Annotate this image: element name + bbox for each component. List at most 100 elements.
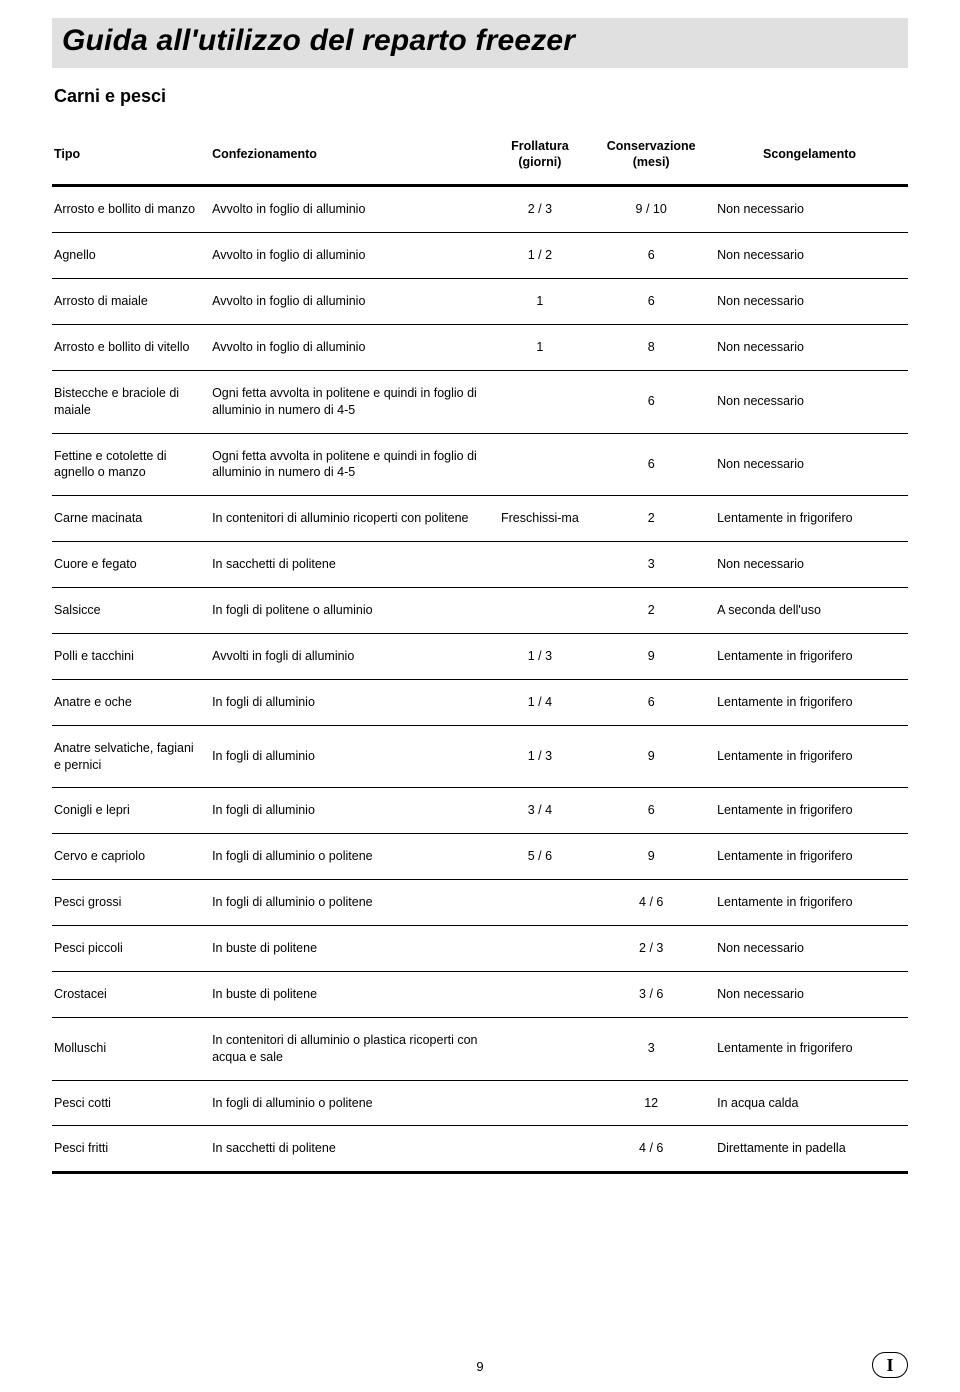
- table-header: Tipo Confezionamento Frollatura (giorni)…: [52, 129, 908, 186]
- cell-aging: 1 / 3: [489, 633, 592, 679]
- cell-aging: 5 / 6: [489, 834, 592, 880]
- cell-packaging: In fogli di alluminio o politene: [206, 834, 488, 880]
- cell-storage: 9: [591, 633, 711, 679]
- table-row: Pesci frittiIn sacchetti di politene4 / …: [52, 1126, 908, 1173]
- table-row: Fettine e cotolette di agnello o manzoOg…: [52, 433, 908, 496]
- cell-aging: [489, 370, 592, 433]
- cell-storage: 6: [591, 233, 711, 279]
- table-row: MolluschiIn contenitori di alluminio o p…: [52, 1017, 908, 1080]
- table-row: Carne macinataIn contenitori di allumini…: [52, 496, 908, 542]
- cell-aging: [489, 971, 592, 1017]
- cell-packaging: Ogni fetta avvolta in politene e quindi …: [206, 370, 488, 433]
- cell-packaging: Avvolti in fogli di alluminio: [206, 633, 488, 679]
- cell-thaw: Lentamente in frigorifero: [711, 788, 908, 834]
- cell-type: Crostacei: [52, 971, 206, 1017]
- cell-thaw: Non necessario: [711, 971, 908, 1017]
- cell-storage: 2: [591, 496, 711, 542]
- cell-type: Cervo e capriolo: [52, 834, 206, 880]
- cell-storage: 9: [591, 725, 711, 788]
- table-row: Conigli e lepriIn fogli di alluminio3 / …: [52, 788, 908, 834]
- cell-packaging: In fogli di alluminio o politene: [206, 1080, 488, 1126]
- cell-type: Pesci piccoli: [52, 926, 206, 972]
- table-row: Cervo e caprioloIn fogli di alluminio o …: [52, 834, 908, 880]
- cell-storage: 12: [591, 1080, 711, 1126]
- cell-aging: 1: [489, 324, 592, 370]
- header-type: Tipo: [52, 129, 206, 186]
- cell-type: Anatre selvatiche, fagiani e pernici: [52, 725, 206, 788]
- cell-storage: 6: [591, 679, 711, 725]
- cell-storage: 6: [591, 788, 711, 834]
- cell-storage: 6: [591, 279, 711, 325]
- cell-packaging: Ogni fetta avvolta in politene e quindi …: [206, 433, 488, 496]
- header-storage: Conservazione (mesi): [591, 129, 711, 186]
- cell-aging: [489, 542, 592, 588]
- cell-thaw: In acqua calda: [711, 1080, 908, 1126]
- cell-thaw: Lentamente in frigorifero: [711, 834, 908, 880]
- cell-storage: 2 / 3: [591, 926, 711, 972]
- cell-thaw: Lentamente in frigorifero: [711, 1017, 908, 1080]
- storage-table: Tipo Confezionamento Frollatura (giorni)…: [52, 129, 908, 1174]
- cell-thaw: Non necessario: [711, 324, 908, 370]
- cell-storage: 3 / 6: [591, 971, 711, 1017]
- cell-thaw: Non necessario: [711, 233, 908, 279]
- cell-thaw: Lentamente in frigorifero: [711, 725, 908, 788]
- cell-packaging: In fogli di alluminio: [206, 788, 488, 834]
- cell-aging: 1: [489, 279, 592, 325]
- table-row: Pesci grossiIn fogli di alluminio o poli…: [52, 880, 908, 926]
- cell-thaw: Lentamente in frigorifero: [711, 880, 908, 926]
- page-number: 9: [0, 1359, 960, 1374]
- cell-type: Bistecche e braciole di maiale: [52, 370, 206, 433]
- cell-aging: 1 / 4: [489, 679, 592, 725]
- document-page: Guida all'utilizzo del reparto freezer C…: [0, 0, 960, 1392]
- cell-aging: [489, 926, 592, 972]
- cell-packaging: In contenitori di alluminio ricoperti co…: [206, 496, 488, 542]
- cell-aging: 1 / 2: [489, 233, 592, 279]
- cell-type: Molluschi: [52, 1017, 206, 1080]
- table-row: AgnelloAvvolto in foglio di alluminio1 /…: [52, 233, 908, 279]
- cell-storage: 4 / 6: [591, 1126, 711, 1173]
- cell-type: Pesci fritti: [52, 1126, 206, 1173]
- cell-thaw: Non necessario: [711, 433, 908, 496]
- table-row: SalsicceIn fogli di politene o alluminio…: [52, 588, 908, 634]
- language-badge: I: [872, 1352, 908, 1378]
- cell-type: Polli e tacchini: [52, 633, 206, 679]
- cell-packaging: In fogli di alluminio: [206, 679, 488, 725]
- cell-storage: 3: [591, 542, 711, 588]
- cell-type: Arrosto e bollito di vitello: [52, 324, 206, 370]
- cell-type: Carne macinata: [52, 496, 206, 542]
- cell-thaw: Non necessario: [711, 926, 908, 972]
- page-title: Guida all'utilizzo del reparto freezer: [62, 24, 898, 58]
- cell-thaw: Lentamente in frigorifero: [711, 679, 908, 725]
- cell-storage: 2: [591, 588, 711, 634]
- cell-storage: 4 / 6: [591, 880, 711, 926]
- cell-aging: [489, 1017, 592, 1080]
- cell-packaging: Avvolto in foglio di alluminio: [206, 279, 488, 325]
- cell-type: Agnello: [52, 233, 206, 279]
- cell-aging: Freschissi-ma: [489, 496, 592, 542]
- cell-packaging: Avvolto in foglio di alluminio: [206, 186, 488, 233]
- cell-type: Anatre e oche: [52, 679, 206, 725]
- table-row: CrostaceiIn buste di politene3 / 6Non ne…: [52, 971, 908, 1017]
- table-row: Anatre e ocheIn fogli di alluminio1 / 46…: [52, 679, 908, 725]
- cell-packaging: Avvolto in foglio di alluminio: [206, 324, 488, 370]
- cell-thaw: A seconda dell'uso: [711, 588, 908, 634]
- cell-aging: 1 / 3: [489, 725, 592, 788]
- cell-type: Fettine e cotolette di agnello o manzo: [52, 433, 206, 496]
- cell-aging: [489, 1080, 592, 1126]
- cell-aging: [489, 1126, 592, 1173]
- cell-packaging: In contenitori di alluminio o plastica r…: [206, 1017, 488, 1080]
- cell-packaging: In sacchetti di politene: [206, 542, 488, 588]
- cell-thaw: Lentamente in frigorifero: [711, 496, 908, 542]
- cell-packaging: In fogli di alluminio: [206, 725, 488, 788]
- table-row: Arrosto e bollito di vitelloAvvolto in f…: [52, 324, 908, 370]
- cell-thaw: Non necessario: [711, 542, 908, 588]
- table-row: Cuore e fegatoIn sacchetti di politene3N…: [52, 542, 908, 588]
- cell-type: Pesci cotti: [52, 1080, 206, 1126]
- cell-storage: 3: [591, 1017, 711, 1080]
- cell-packaging: Avvolto in foglio di alluminio: [206, 233, 488, 279]
- table-body: Arrosto e bollito di manzoAvvolto in fog…: [52, 186, 908, 1173]
- cell-thaw: Non necessario: [711, 370, 908, 433]
- header-aging: Frollatura (giorni): [489, 129, 592, 186]
- cell-type: Arrosto di maiale: [52, 279, 206, 325]
- title-band: Guida all'utilizzo del reparto freezer: [52, 18, 908, 68]
